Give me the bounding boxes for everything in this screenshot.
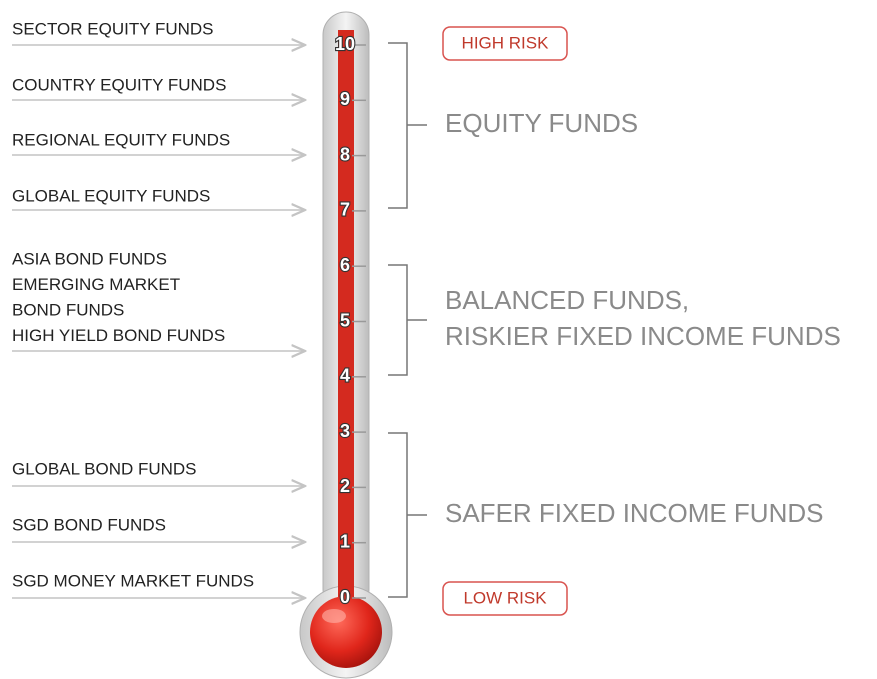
fund-label: COUNTRY EQUITY FUNDS [12,75,226,94]
group-label: BALANCED FUNDS, [445,285,689,315]
scale-number: 6 [340,255,350,275]
scale-number: 7 [340,200,350,220]
scale-number: 8 [340,144,350,164]
group-label: SAFER FIXED INCOME FUNDS [445,498,823,528]
scale-number: 5 [340,310,350,330]
fund-label: REGIONAL EQUITY FUNDS [12,130,230,149]
scale-number: 3 [340,421,350,441]
bracket [388,433,427,597]
bracket [388,265,427,375]
scale-number: 10 [335,34,355,54]
scale-number: 0 [340,587,350,607]
fund-label: SGD BOND FUNDS [12,515,166,534]
scale-number: 2 [340,476,350,496]
fund-label: BOND FUNDS [12,300,124,319]
bracket [388,43,427,208]
high-risk-badge: HIGH RISK [443,27,567,60]
risk-thermometer: 0 1 2 3 4 5 6 7 8 9 10 SECTOR EQUITY FUNDS COUNTRY E… [0,0,877,679]
group-label: EQUITY FUNDS [445,108,638,138]
fund-label: EMERGING MARKET [12,275,180,294]
low-risk: LOW RISK [463,588,547,607]
fund-label: ASIA BOND FUNDS [12,249,167,268]
fund-label: GLOBAL EQUITY FUNDS [12,186,210,205]
fund-label: HIGH YIELD BOND FUNDS [12,326,225,345]
scale-number: 9 [340,89,350,109]
fund-label: SECTOR EQUITY FUNDS [12,19,214,38]
scale-number: 1 [340,531,350,551]
low-risk-badge: LOW RISK [443,582,567,615]
group-label: RISKIER FIXED INCOME FUNDS [445,321,841,351]
scale-number: 4 [340,366,350,386]
high-risk: HIGH RISK [462,33,550,52]
thermometer [300,12,392,678]
fund-label: SGD MONEY MARKET FUNDS [12,571,254,590]
fund-label: GLOBAL BOND FUNDS [12,459,197,478]
